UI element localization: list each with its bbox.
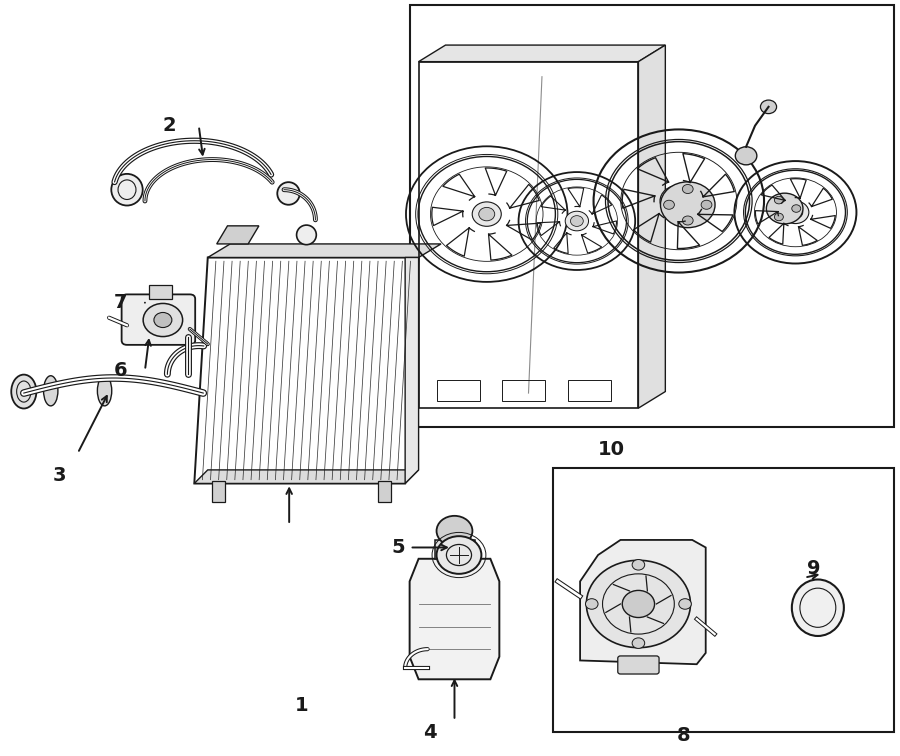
Circle shape [622,590,654,618]
Text: 7: 7 [113,293,127,312]
Circle shape [632,559,644,570]
Circle shape [701,200,712,209]
Ellipse shape [97,376,112,406]
Circle shape [436,536,482,574]
Text: 5: 5 [392,538,405,557]
Bar [410,5,894,427]
Circle shape [154,312,172,327]
Ellipse shape [277,182,300,205]
Text: 10: 10 [598,440,625,459]
Circle shape [788,206,803,218]
Bar [554,469,894,732]
Circle shape [774,197,783,204]
Ellipse shape [112,174,143,206]
Polygon shape [410,559,500,680]
Circle shape [479,207,495,221]
Bar [149,285,172,299]
Bar [435,540,475,559]
Polygon shape [638,45,665,408]
Circle shape [774,213,783,221]
Circle shape [682,216,693,225]
Polygon shape [194,470,418,483]
Bar [502,380,545,401]
Circle shape [472,202,501,226]
Circle shape [679,599,691,609]
Text: 1: 1 [295,696,309,715]
Circle shape [660,185,698,217]
Text: 3: 3 [53,466,67,485]
Circle shape [586,599,598,609]
Bar [568,380,610,401]
Text: 2: 2 [163,116,176,135]
Circle shape [735,147,757,165]
Circle shape [782,201,809,224]
Ellipse shape [792,580,844,636]
Bar [418,62,638,408]
Circle shape [669,192,689,209]
Circle shape [792,205,801,212]
Circle shape [436,516,472,546]
Circle shape [143,303,183,336]
Text: 8: 8 [677,727,690,745]
Polygon shape [418,45,665,62]
Text: 4: 4 [423,723,437,742]
Ellipse shape [43,376,58,406]
Bar [212,481,225,502]
Circle shape [682,184,693,194]
Circle shape [767,194,803,224]
Circle shape [565,211,589,231]
Bar [436,380,480,401]
Bar [378,481,391,502]
Circle shape [587,560,690,648]
FancyBboxPatch shape [617,656,659,674]
Circle shape [661,182,715,228]
Polygon shape [580,540,706,665]
Circle shape [632,638,644,649]
Polygon shape [217,226,259,244]
Ellipse shape [12,375,36,408]
Text: 9: 9 [806,559,820,578]
Polygon shape [405,258,418,483]
Ellipse shape [297,225,316,245]
FancyBboxPatch shape [122,294,195,345]
Polygon shape [208,244,441,258]
Text: 6: 6 [113,361,127,380]
Circle shape [663,200,674,209]
Circle shape [760,100,777,113]
Circle shape [571,215,583,226]
